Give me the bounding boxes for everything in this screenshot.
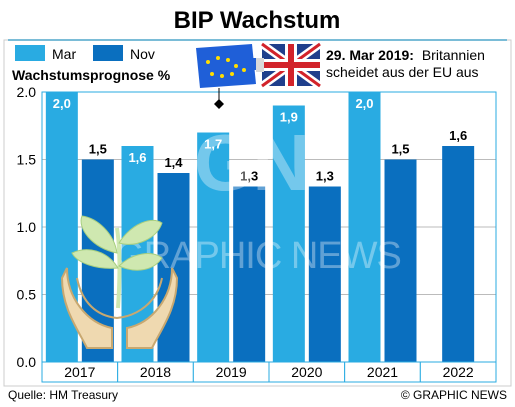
plant-hands-icon [60,215,179,349]
annotation-pointer [214,88,224,109]
y-tick-label: 1.5 [17,152,37,168]
bar-value-label: 2,0 [355,96,373,111]
bar-value-label: 1,3 [240,169,258,184]
x-tick-cell [419,361,497,383]
bar-mar-2019 [197,132,230,362]
legend-label-nov: Nov [130,46,155,62]
annotation-line-1: 29. Mar 2019: Britannien [326,47,485,63]
bar-nov-2021 [384,159,417,362]
bar-mar-2021 [348,92,381,362]
watermark: GN GRAPHIC NEWS [115,118,402,277]
watermark-text: GRAPHIC NEWS [115,235,401,277]
bar-value-label: 2,0 [53,96,71,111]
source-note: Quelle: HM Treasury [8,388,118,402]
bar-nov-2018 [157,173,190,362]
legend-label-mar: Mar [52,46,76,62]
x-tick-label: 2018 [140,364,171,380]
credit-note: © GRAPHIC NEWS [401,388,507,402]
legend-swatch-mar [15,45,45,61]
bar-value-label: 1,6 [449,128,467,143]
y-axis-label: Wachstumsprognose % [12,67,171,83]
x-tick-labels: 2017 2018 2019 2020 2021 2022 [41,361,497,383]
chart-title: BIP Wachstum [174,7,341,34]
annotation-line-1-rest: Britannien [422,47,485,63]
svg-text:GN: GN [194,118,306,207]
legend-swatch-nov [93,45,123,61]
bar-mar-2020 [272,105,305,362]
bar-value-label: 1,5 [391,142,409,157]
x-tick-label: 2021 [367,364,398,380]
bar-value-label: 1,6 [128,150,146,165]
bar-value-label: 1,7 [204,137,222,152]
x-tick-label: 2017 [64,364,95,380]
eu-flag-icon [196,44,262,88]
bar-value-label: 1,3 [316,169,334,184]
uk-flag-icon [256,40,323,90]
bar-value-label: 1,5 [89,142,107,157]
bar-nov-2019 [233,186,266,362]
annotation-date: 29. Mar 2019: [326,47,414,63]
y-tick-label: 1.0 [17,219,37,235]
bar-nov-2022 [442,146,475,362]
bar-nov-2020 [308,186,341,362]
y-tick-label: 0.5 [17,287,37,303]
y-tick-label: 2.0 [17,84,37,100]
bar-value-label: 1,4 [164,155,183,170]
bar-value-label: 1,9 [280,110,298,125]
x-tick-label: 2020 [291,364,322,380]
annotation-line-2: scheidet aus der EU aus [326,64,479,80]
x-tick-label: 2022 [443,364,474,380]
y-tick-labels: 0.0 0.5 1.0 1.5 2.0 [17,84,37,370]
legend: Mar Nov [15,45,155,62]
x-tick-label: 2019 [216,364,247,380]
y-tick-label: 0.0 [17,354,37,370]
